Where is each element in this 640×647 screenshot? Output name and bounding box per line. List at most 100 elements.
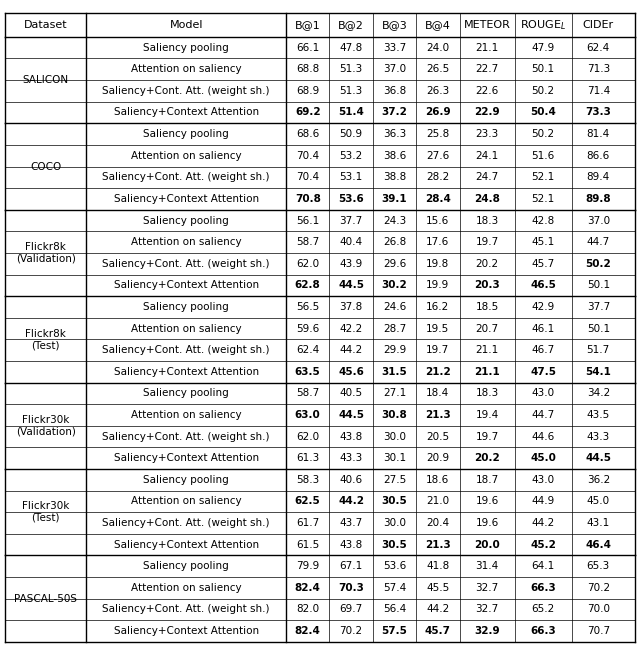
Text: 61.3: 61.3 [296, 453, 319, 463]
Text: CIDEr: CIDEr [583, 20, 614, 30]
Text: 19.8: 19.8 [426, 259, 449, 269]
Text: 63.5: 63.5 [295, 367, 321, 377]
Text: 24.3: 24.3 [383, 215, 406, 226]
Text: 43.8: 43.8 [339, 432, 363, 441]
Text: 27.6: 27.6 [426, 151, 449, 160]
Text: Attention on saliency: Attention on saliency [131, 410, 241, 420]
Text: 44.7: 44.7 [532, 410, 555, 420]
Text: 20.4: 20.4 [426, 518, 449, 528]
Text: Saliency+Cont. Att. (weight sh.): Saliency+Cont. Att. (weight sh.) [102, 172, 270, 182]
Text: 70.7: 70.7 [587, 626, 610, 636]
Text: 53.6: 53.6 [338, 194, 364, 204]
Text: 30.8: 30.8 [381, 410, 408, 420]
Text: 41.8: 41.8 [426, 561, 449, 571]
Text: 17.6: 17.6 [426, 237, 449, 247]
Text: 50.4: 50.4 [531, 107, 556, 118]
Text: 51.3: 51.3 [339, 64, 363, 74]
Text: 61.5: 61.5 [296, 540, 319, 549]
Text: 82.0: 82.0 [296, 604, 319, 615]
Text: 44.2: 44.2 [426, 604, 449, 615]
Text: 45.7: 45.7 [425, 626, 451, 636]
Text: 38.6: 38.6 [383, 151, 406, 160]
Text: 68.9: 68.9 [296, 86, 319, 96]
Text: 44.5: 44.5 [586, 453, 611, 463]
Text: 26.8: 26.8 [383, 237, 406, 247]
Text: 57.5: 57.5 [381, 626, 408, 636]
Text: 56.1: 56.1 [296, 215, 319, 226]
Text: 43.5: 43.5 [587, 410, 610, 420]
Text: 71.3: 71.3 [587, 64, 610, 74]
Text: 26.5: 26.5 [426, 64, 449, 74]
Text: 18.5: 18.5 [476, 302, 499, 312]
Text: 21.3: 21.3 [425, 410, 451, 420]
Text: 42.8: 42.8 [532, 215, 555, 226]
Text: 70.4: 70.4 [296, 172, 319, 182]
Text: Saliency+Context Attention: Saliency+Context Attention [114, 626, 259, 636]
Text: 82.4: 82.4 [295, 626, 321, 636]
Text: 51.3: 51.3 [339, 86, 363, 96]
Text: 70.2: 70.2 [340, 626, 363, 636]
Text: 45.1: 45.1 [532, 237, 555, 247]
Text: 65.3: 65.3 [587, 561, 610, 571]
Text: 44.2: 44.2 [338, 496, 364, 507]
Text: Attention on saliency: Attention on saliency [131, 583, 241, 593]
Text: 23.3: 23.3 [476, 129, 499, 139]
Text: 45.2: 45.2 [531, 540, 556, 549]
Text: 47.8: 47.8 [339, 43, 363, 52]
Text: 42.2: 42.2 [339, 324, 363, 334]
Text: 50.2: 50.2 [586, 259, 611, 269]
Text: 37.2: 37.2 [381, 107, 408, 118]
Text: Flickr30k
(Test): Flickr30k (Test) [22, 501, 69, 523]
Text: 21.2: 21.2 [425, 367, 451, 377]
Text: 29.6: 29.6 [383, 259, 406, 269]
Text: Flickr30k
(Validation): Flickr30k (Validation) [16, 415, 76, 437]
Text: Saliency+Cont. Att. (weight sh.): Saliency+Cont. Att. (weight sh.) [102, 345, 270, 355]
Text: 62.4: 62.4 [587, 43, 610, 52]
Text: 39.1: 39.1 [381, 194, 407, 204]
Text: 62.8: 62.8 [295, 280, 321, 291]
Text: 46.7: 46.7 [532, 345, 555, 355]
Text: 31.5: 31.5 [381, 367, 408, 377]
Text: Saliency+Context Attention: Saliency+Context Attention [114, 367, 259, 377]
Text: 43.9: 43.9 [339, 259, 363, 269]
Text: 40.5: 40.5 [340, 388, 363, 399]
Text: 19.7: 19.7 [426, 345, 449, 355]
Text: Attention on saliency: Attention on saliency [131, 324, 241, 334]
Text: 31.4: 31.4 [476, 561, 499, 571]
Text: 70.3: 70.3 [338, 583, 364, 593]
Text: 43.3: 43.3 [587, 432, 610, 441]
Text: 50.9: 50.9 [340, 129, 363, 139]
Text: SALICON: SALICON [22, 75, 69, 85]
Text: 42.9: 42.9 [532, 302, 555, 312]
Text: 20.7: 20.7 [476, 324, 499, 334]
Text: 68.6: 68.6 [296, 129, 319, 139]
Text: 54.1: 54.1 [586, 367, 611, 377]
Text: 38.8: 38.8 [383, 172, 406, 182]
Text: 28.4: 28.4 [425, 194, 451, 204]
Text: 30.5: 30.5 [381, 540, 408, 549]
Text: 57.4: 57.4 [383, 583, 406, 593]
Text: 24.6: 24.6 [383, 302, 406, 312]
Text: 29.9: 29.9 [383, 345, 406, 355]
Text: Saliency pooling: Saliency pooling [143, 302, 229, 312]
Text: B@1: B@1 [295, 20, 321, 30]
Text: 19.7: 19.7 [476, 432, 499, 441]
Text: 43.7: 43.7 [339, 518, 363, 528]
Text: 59.6: 59.6 [296, 324, 319, 334]
Text: 18.6: 18.6 [426, 475, 449, 485]
Text: 37.0: 37.0 [587, 215, 610, 226]
Text: 81.4: 81.4 [587, 129, 610, 139]
Text: 50.1: 50.1 [532, 64, 555, 74]
Text: 52.1: 52.1 [532, 194, 555, 204]
Text: Attention on saliency: Attention on saliency [131, 64, 241, 74]
Text: 18.7: 18.7 [476, 475, 499, 485]
Text: 64.1: 64.1 [532, 561, 555, 571]
Text: METEOR: METEOR [463, 20, 511, 30]
Text: 22.7: 22.7 [476, 64, 499, 74]
Text: 50.1: 50.1 [587, 280, 610, 291]
Text: 26.3: 26.3 [426, 86, 449, 96]
Text: 44.9: 44.9 [532, 496, 555, 507]
Text: 37.7: 37.7 [587, 302, 610, 312]
Text: 46.4: 46.4 [586, 540, 611, 549]
Text: 43.8: 43.8 [339, 540, 363, 549]
